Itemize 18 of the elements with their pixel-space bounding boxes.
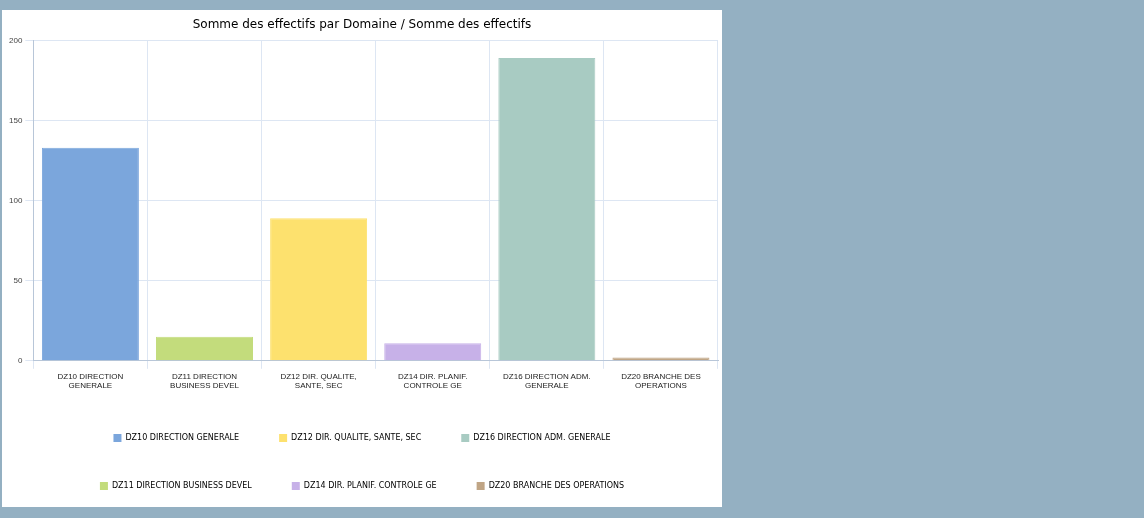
y-tick-label: 50	[13, 275, 23, 285]
legend-label: DZ20 BRANCHE DES OPERATIONS	[488, 481, 625, 491]
y-tick-label: 100	[8, 195, 23, 205]
x-tick-label: DZ20 BRANCHE DES OPERATIONS	[621, 371, 701, 391]
legend-label: DZ11 DIRECTION BUSINESS DEVEL	[111, 481, 253, 491]
x-tick-label: DZ12 DIR. QUALITE, SANTE, SEC	[280, 371, 357, 391]
legend-label: DZ14 DIR. PLANIF. CONTROLE GE	[303, 481, 437, 491]
legend-label: DZ12 DIR. QUALITE, SANTE, SEC	[291, 433, 422, 443]
x-tick-label: DZ14 DIR. PLANIF. CONTROLE GE	[398, 371, 468, 391]
y-tick-label: 150	[8, 115, 23, 125]
legend-label: DZ16 DIRECTION ADM. GENERALE	[473, 433, 611, 443]
x-tick-label: DZ16 DIRECTION ADM. GENERALE	[503, 371, 591, 391]
x-tick-label: DZ11 DIRECTION BUSINESS DEVEL	[170, 371, 240, 391]
x-tick-label: DZ10 DIRECTION GENERALE	[57, 371, 124, 391]
y-tick-label: 200	[8, 35, 23, 45]
legend-label: DZ10 DIRECTION GENERALE	[125, 433, 240, 443]
y-tick-label: 0	[17, 356, 23, 365]
chart-title: Somme des effectifs par Domaine / Somme des effectifs	[192, 17, 532, 32]
